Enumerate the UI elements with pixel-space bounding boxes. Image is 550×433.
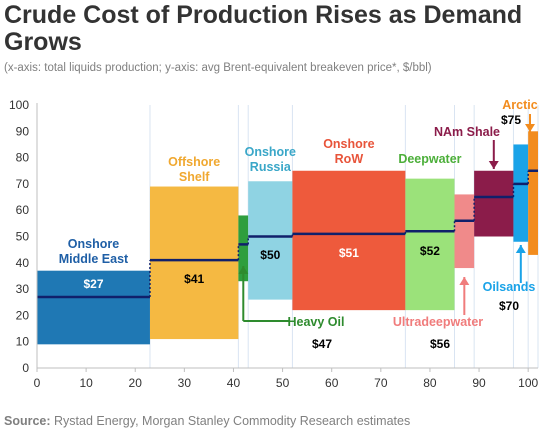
- y-tick-label: 50: [16, 230, 30, 244]
- x-tick-label: 60: [325, 376, 339, 390]
- y-tick-label: 10: [16, 335, 30, 349]
- x-tick-label: 20: [129, 376, 143, 390]
- arctic-arrow-head: [525, 124, 535, 132]
- value-label-nam-shale: $65: [484, 237, 504, 251]
- value-label-onshore-row: $51: [339, 246, 359, 260]
- x-tick-label: 70: [374, 376, 388, 390]
- x-tick-label: 40: [227, 376, 241, 390]
- chart-subtitle: (x-axis: total liquids production; y-axi…: [4, 62, 432, 74]
- x-tick-label: 30: [178, 376, 192, 390]
- value-label-deepwater: $52: [420, 244, 440, 258]
- y-tick-label: 0: [22, 361, 29, 375]
- ultradeepwater-arrow-head: [459, 277, 470, 285]
- bar-ultradeepwater: [454, 194, 475, 269]
- y-tick-label: 100: [9, 98, 29, 112]
- source-note: Source: Rystad Energy, Morgan Stanley Co…: [4, 414, 549, 428]
- value-label-oilsands: $70: [499, 299, 519, 313]
- segment-label-nam-shale: NAm Shale: [434, 125, 500, 139]
- source-label: Source:: [4, 414, 51, 428]
- x-tick-label: 100: [518, 376, 538, 390]
- source-text: Rystad Energy, Morgan Stanley Commodity …: [54, 414, 411, 428]
- value-label-ultradeepwater: $56: [430, 337, 450, 351]
- y-tick-label: 80: [16, 151, 30, 165]
- segment-label-onshore-russia: Onshore Russia: [245, 145, 296, 174]
- x-tick-label: 10: [79, 376, 93, 390]
- segment-label-deepwater: Deepwater: [398, 152, 461, 166]
- segment-label-onshore-middle-east: Onshore Middle East: [59, 237, 129, 266]
- y-tick-label: 20: [16, 308, 30, 322]
- segment-label-onshore-row: Onshore RoW: [323, 137, 374, 166]
- segment-label-oilsands: Oilsands: [483, 280, 536, 294]
- y-tick-label: 60: [16, 203, 30, 217]
- oilsands-arrow-head: [515, 245, 526, 253]
- segment-label-offshore-shelf: Offshore Shelf: [168, 155, 220, 184]
- bar-onshore-row: [292, 170, 406, 311]
- bar-offshore-shelf: [149, 186, 239, 340]
- bar-deepwater: [405, 178, 455, 311]
- y-tick-label: 70: [16, 177, 30, 191]
- segment-label-heavy-oil: Heavy Oil: [288, 315, 345, 329]
- value-label-arctic: $75: [501, 113, 521, 127]
- segment-label-arctic: Arctic: [502, 98, 537, 112]
- bar-arctic: [528, 131, 538, 255]
- bar-oilsands: [513, 144, 529, 242]
- bar-nam-shale: [474, 170, 514, 237]
- value-label-onshore-middle-east: $27: [83, 277, 103, 291]
- x-tick-label: 80: [423, 376, 437, 390]
- x-tick-label: 50: [276, 376, 290, 390]
- heavy-oil-arrow-head: [238, 266, 249, 274]
- y-tick-label: 30: [16, 282, 30, 296]
- nam-shale-arrow-head: [488, 161, 499, 169]
- value-label-offshore-shelf: $41: [184, 272, 204, 286]
- value-label-onshore-russia: $50: [260, 248, 280, 262]
- y-tick-label: 90: [16, 124, 30, 138]
- segment-label-ultradeepwater: Ultradeepwater: [393, 315, 483, 329]
- chart-title: Crude Cost of Production Rises as Demand…: [4, 1, 523, 56]
- value-label-heavy-oil: $47: [312, 337, 332, 351]
- cost-curve-chart: 0 10 20 30 40 50 60 70 80 90 100 0 10 20 30 40 50 60 70 80 9…: [9, 98, 539, 390]
- y-tick-label: 40: [16, 256, 30, 270]
- x-tick-label: 90: [472, 376, 486, 390]
- bar-onshore-middle-east: [37, 270, 150, 345]
- bar-heavy-oil: [238, 215, 249, 282]
- bar-onshore-russia: [248, 181, 293, 300]
- x-tick-label: 0: [34, 376, 41, 390]
